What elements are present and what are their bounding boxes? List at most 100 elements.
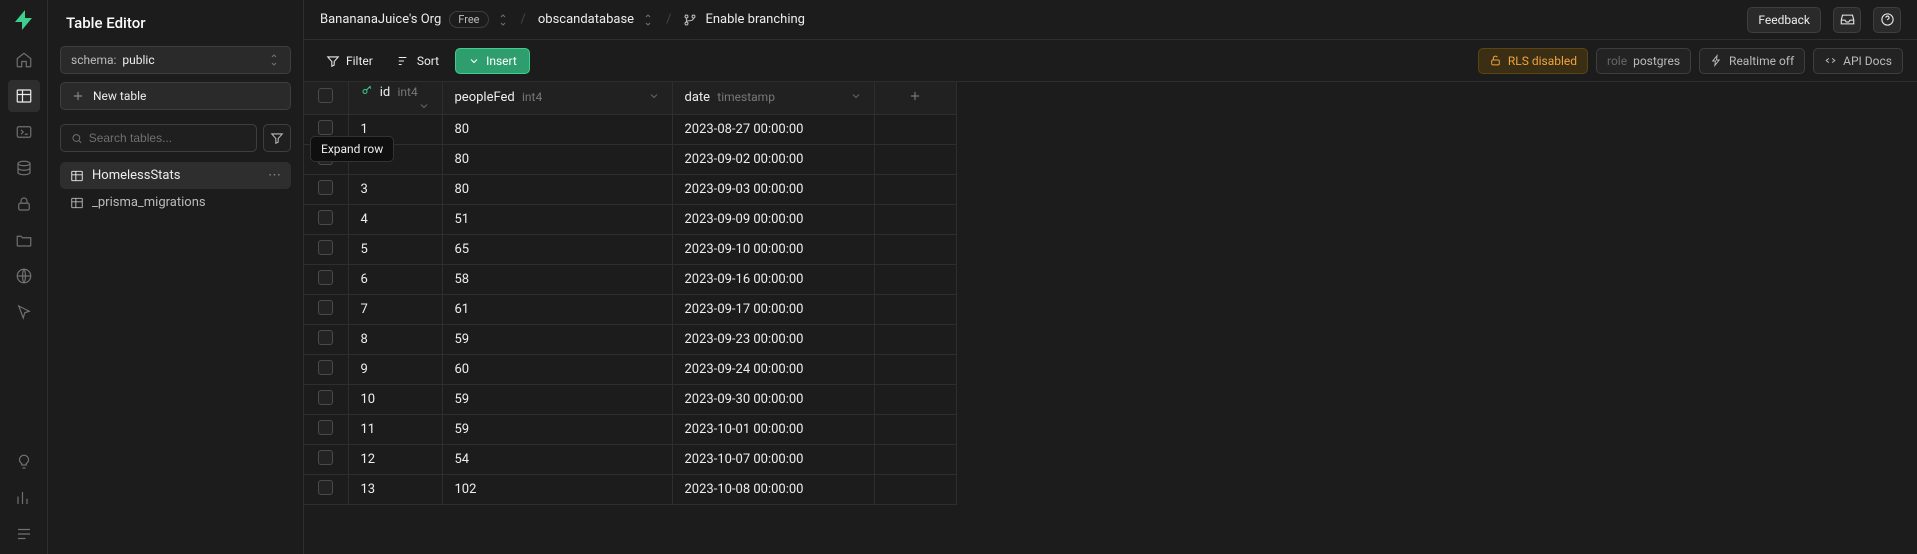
table-row[interactable]: 6582023-09-16 00:00:00 <box>304 264 956 294</box>
cell-peoplefed[interactable]: 51 <box>442 204 672 234</box>
chevron-down-icon[interactable] <box>648 90 660 102</box>
cell-peoplefed[interactable]: 59 <box>442 324 672 354</box>
cell-peoplefed[interactable]: 60 <box>442 354 672 384</box>
cell-date[interactable]: 2023-08-27 00:00:00 <box>672 114 874 144</box>
table-row[interactable]: 4512023-09-09 00:00:00 <box>304 204 956 234</box>
cell-id[interactable]: 4 <box>348 204 442 234</box>
cell-date[interactable]: 2023-09-30 00:00:00 <box>672 384 874 414</box>
cell-id[interactable]: 3 <box>348 174 442 204</box>
cell-peoplefed[interactable]: 59 <box>442 384 672 414</box>
row-checkbox[interactable] <box>304 414 348 444</box>
table-row[interactable]: 10592023-09-30 00:00:00 <box>304 384 956 414</box>
cell-date[interactable]: 2023-10-01 00:00:00 <box>672 414 874 444</box>
nav-table-editor-icon[interactable] <box>8 80 40 112</box>
nav-sql-icon[interactable] <box>8 116 40 148</box>
nav-realtime-icon[interactable] <box>8 296 40 328</box>
table-filter-button[interactable] <box>263 124 291 152</box>
cell-date[interactable]: 2023-09-16 00:00:00 <box>672 264 874 294</box>
nav-logs-icon[interactable] <box>8 518 40 550</box>
sort-button[interactable]: Sort <box>389 50 447 72</box>
cell-date[interactable]: 2023-09-10 00:00:00 <box>672 234 874 264</box>
chevron-down-icon[interactable] <box>418 100 430 112</box>
sidebar-table-item[interactable]: HomelessStats⋯ <box>60 162 291 189</box>
cell-peoplefed[interactable]: 102 <box>442 474 672 504</box>
table-row[interactable]: 9602023-09-24 00:00:00 <box>304 354 956 384</box>
table-row[interactable]: 3802023-09-03 00:00:00 <box>304 174 956 204</box>
realtime-pill[interactable]: Realtime off <box>1699 48 1805 74</box>
cell-peoplefed[interactable]: 59 <box>442 414 672 444</box>
table-row[interactable]: 11592023-10-01 00:00:00 <box>304 414 956 444</box>
cell-date[interactable]: 2023-10-08 00:00:00 <box>672 474 874 504</box>
cell-id[interactable]: 8 <box>348 324 442 354</box>
row-checkbox[interactable] <box>304 234 348 264</box>
cell-date[interactable]: 2023-10-07 00:00:00 <box>672 444 874 474</box>
table-row[interactable]: 802023-09-02 00:00:00 <box>304 144 956 174</box>
help-button[interactable] <box>1873 7 1901 33</box>
feedback-button[interactable]: Feedback <box>1747 7 1821 33</box>
row-checkbox[interactable] <box>304 174 348 204</box>
select-all-checkbox[interactable] <box>304 82 348 114</box>
table-row[interactable]: 131022023-10-08 00:00:00 <box>304 474 956 504</box>
column-header-peoplefed[interactable]: peopleFed int4 <box>442 82 672 114</box>
nav-auth-icon[interactable] <box>8 188 40 220</box>
cell-id[interactable]: 6 <box>348 264 442 294</box>
row-checkbox[interactable] <box>304 474 348 504</box>
cell-id[interactable]: 7 <box>348 294 442 324</box>
search-tables-input[interactable] <box>60 124 257 152</box>
column-header-date[interactable]: date timestamp <box>672 82 874 114</box>
cell-peoplefed[interactable]: 61 <box>442 294 672 324</box>
cell-id[interactable]: 12 <box>348 444 442 474</box>
filter-button[interactable]: Filter <box>318 50 381 72</box>
row-checkbox[interactable] <box>304 324 348 354</box>
nav-home-icon[interactable] <box>8 44 40 76</box>
insert-button[interactable]: Insert <box>455 48 530 74</box>
nav-database-icon[interactable] <box>8 152 40 184</box>
row-checkbox[interactable] <box>304 204 348 234</box>
cell-id[interactable]: 5 <box>348 234 442 264</box>
nav-reports-icon[interactable] <box>8 482 40 514</box>
row-checkbox[interactable] <box>304 354 348 384</box>
schema-select[interactable]: schema: public <box>60 46 291 74</box>
row-checkbox[interactable] <box>304 294 348 324</box>
cell-id[interactable]: 11 <box>348 414 442 444</box>
cell-id[interactable]: 13 <box>348 474 442 504</box>
project-crumb[interactable]: obscandatabase <box>538 12 654 27</box>
column-header-id[interactable]: id int4 <box>348 82 442 114</box>
cell-date[interactable]: 2023-09-09 00:00:00 <box>672 204 874 234</box>
nav-storage-icon[interactable] <box>8 224 40 256</box>
row-checkbox[interactable] <box>304 264 348 294</box>
cell-peoplefed[interactable]: 80 <box>442 174 672 204</box>
table-row[interactable]: 5652023-09-10 00:00:00 <box>304 234 956 264</box>
nav-advisor-icon[interactable] <box>8 446 40 478</box>
row-checkbox[interactable] <box>304 384 348 414</box>
org-crumb[interactable]: BanananaJuice's Org Free <box>320 11 509 28</box>
cell-date[interactable]: 2023-09-03 00:00:00 <box>672 174 874 204</box>
table-menu-button[interactable]: ⋯ <box>268 168 281 183</box>
cell-peoplefed[interactable]: 80 <box>442 114 672 144</box>
inbox-button[interactable] <box>1833 7 1861 33</box>
cell-peoplefed[interactable]: 58 <box>442 264 672 294</box>
cell-peoplefed[interactable]: 80 <box>442 144 672 174</box>
logo-icon[interactable] <box>12 8 36 32</box>
table-row[interactable]: 1802023-08-27 00:00:00 <box>304 114 956 144</box>
cell-peoplefed[interactable]: 65 <box>442 234 672 264</box>
row-checkbox[interactable] <box>304 444 348 474</box>
cell-id[interactable]: 9 <box>348 354 442 384</box>
add-column-button[interactable] <box>874 82 956 114</box>
cell-id[interactable]: 10 <box>348 384 442 414</box>
cell-date[interactable]: 2023-09-24 00:00:00 <box>672 354 874 384</box>
chevron-down-icon[interactable] <box>850 90 862 102</box>
cell-date[interactable]: 2023-09-23 00:00:00 <box>672 324 874 354</box>
table-row[interactable]: 8592023-09-23 00:00:00 <box>304 324 956 354</box>
cell-peoplefed[interactable]: 54 <box>442 444 672 474</box>
role-pill[interactable]: role postgres <box>1596 48 1691 74</box>
api-docs-button[interactable]: API Docs <box>1813 48 1903 74</box>
nav-edge-icon[interactable] <box>8 260 40 292</box>
enable-branching-button[interactable]: Enable branching <box>683 12 805 27</box>
new-table-button[interactable]: New table <box>60 82 291 110</box>
rls-disabled-pill[interactable]: RLS disabled <box>1478 48 1588 74</box>
cell-date[interactable]: 2023-09-02 00:00:00 <box>672 144 874 174</box>
cell-date[interactable]: 2023-09-17 00:00:00 <box>672 294 874 324</box>
table-row[interactable]: 7612023-09-17 00:00:00 <box>304 294 956 324</box>
table-row[interactable]: 12542023-10-07 00:00:00 <box>304 444 956 474</box>
